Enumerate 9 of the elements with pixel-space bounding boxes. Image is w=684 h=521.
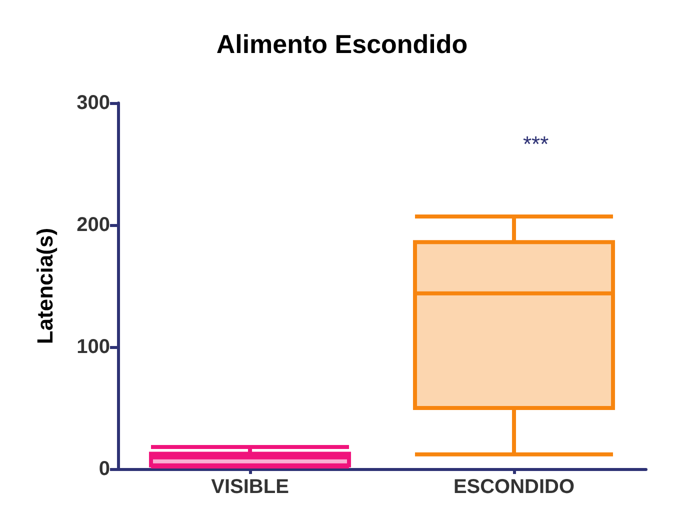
y-axis-title: Latencia(s): [32, 228, 58, 344]
y-tick-label: 0: [98, 458, 110, 480]
x-tick-label: VISIBLE: [211, 476, 289, 498]
annotation: ***: [523, 132, 550, 156]
y-tick-label: 100: [76, 336, 110, 358]
chart-title: Alimento Escondido: [216, 29, 468, 59]
x-tick-label: ESCONDIDO: [453, 476, 575, 498]
y-tick-label: 200: [76, 214, 110, 236]
y-tick-label: 300: [76, 92, 110, 114]
